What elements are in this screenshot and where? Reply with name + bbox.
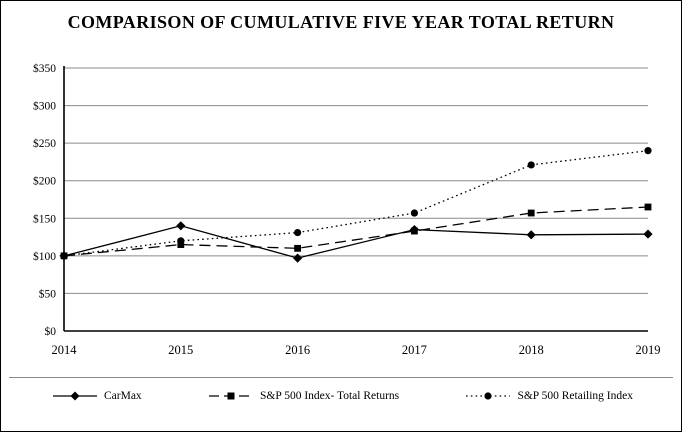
x-tick-label: 2015 bbox=[168, 343, 193, 357]
x-tick-label: 2018 bbox=[519, 343, 544, 357]
square-marker bbox=[644, 203, 652, 211]
x-tick-label: 2017 bbox=[402, 343, 427, 357]
chart-title: COMPARISON OF CUMULATIVE FIVE YEAR TOTAL… bbox=[67, 12, 615, 32]
square-marker bbox=[527, 209, 535, 217]
circle-marker bbox=[177, 237, 185, 245]
circle-marker bbox=[60, 252, 68, 260]
circle-marker bbox=[294, 228, 302, 237]
series-1 bbox=[59, 221, 653, 263]
diamond-marker bbox=[293, 253, 303, 263]
legend: CarMax S&P 500 Index- Total Returns S&P … bbox=[1, 384, 681, 402]
axes bbox=[63, 66, 648, 332]
legend-item-sp500-retailing: S&P 500 Retailing Index bbox=[466, 390, 633, 402]
legend-label-carmax: CarMax bbox=[104, 390, 142, 402]
circle-marker bbox=[644, 147, 652, 155]
series-line bbox=[63, 150, 649, 257]
y-tick-label: $300 bbox=[33, 100, 56, 113]
legend-divider bbox=[9, 377, 673, 378]
y-tick-label: $350 bbox=[33, 62, 56, 75]
sp500-total-line-marker-icon bbox=[209, 392, 254, 400]
x-tick-label: 2014 bbox=[52, 343, 78, 357]
diamond-marker bbox=[526, 230, 536, 240]
series-2 bbox=[60, 203, 652, 260]
square-marker bbox=[294, 244, 301, 252]
circle-marker bbox=[527, 161, 535, 169]
y-tick-label: $50 bbox=[39, 287, 57, 300]
gridlines bbox=[64, 67, 648, 294]
y-tick-label: $200 bbox=[33, 175, 56, 188]
sp500-retailing-line-marker-icon bbox=[466, 392, 511, 400]
diamond-marker bbox=[643, 229, 653, 239]
legend-item-sp500-total: S&P 500 Index- Total Returns bbox=[209, 390, 399, 402]
circle-marker bbox=[410, 209, 418, 217]
y-tick-label: $250 bbox=[33, 137, 56, 150]
x-axis-tick-labels: 2014 2015 2016 2017 2018 2019 bbox=[52, 343, 661, 357]
x-tick-label: 2016 bbox=[285, 343, 310, 357]
legend-item-carmax: CarMax bbox=[53, 390, 142, 402]
series-line bbox=[63, 225, 649, 259]
series-3 bbox=[60, 147, 652, 260]
legend-label-sp500-total: S&P 500 Index- Total Returns bbox=[260, 390, 400, 402]
diamond-marker bbox=[176, 221, 186, 231]
y-tick-label: $0 bbox=[45, 325, 57, 338]
square-marker bbox=[411, 227, 418, 235]
y-tick-label: $150 bbox=[33, 212, 56, 225]
square-marker bbox=[177, 241, 185, 248]
y-axis-tick-labels: $0 $50 $100 $150 $200 $250 $300 $350 bbox=[33, 62, 56, 338]
legend-label-sp500-retailing: S&P 500 Retailing Index bbox=[517, 390, 633, 402]
x-tick-label: 2019 bbox=[636, 343, 661, 357]
y-tick-label: $100 bbox=[33, 250, 56, 263]
series-line bbox=[63, 206, 649, 257]
carmax-line-marker-icon bbox=[53, 391, 97, 401]
